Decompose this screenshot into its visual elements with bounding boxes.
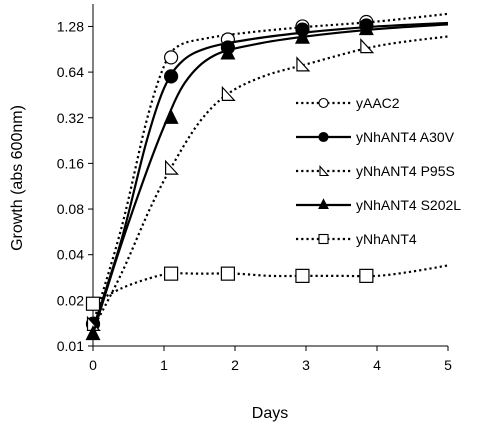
legend-item: yNhANT4 P95S (296, 163, 455, 179)
x-tick-label: 5 (444, 357, 452, 373)
legend-marker (318, 97, 329, 109)
series-ynhant4 (85, 264, 449, 311)
y-tick-label: 0.64 (57, 64, 84, 80)
legend-item: yAAC2 (296, 95, 400, 111)
legend-item: yNhANT4 (296, 231, 417, 247)
series-line (91, 12, 449, 325)
y-tick-label: 0.01 (57, 338, 84, 354)
legend-marker (318, 233, 329, 245)
x-tick-label: 1 (160, 357, 168, 373)
x-tick-label: 0 (89, 357, 97, 373)
y-tick-label: 1.28 (57, 18, 84, 34)
series-layer (85, 12, 449, 341)
data-point (164, 266, 179, 281)
data-point (221, 85, 236, 101)
y-axis-title: Growth (abs 600nm) (9, 105, 26, 251)
data-point (165, 159, 179, 175)
legend-label: yAAC2 (356, 95, 400, 111)
series-line (92, 35, 449, 330)
series-line (91, 21, 449, 330)
data-point (360, 38, 375, 54)
series-ynhant4-s202l (85, 20, 449, 341)
y-tick-label: 0.32 (57, 110, 84, 126)
legend-label: yNhANT4 P95S (356, 163, 455, 179)
x-tick-label: 4 (373, 357, 381, 373)
data-point (164, 69, 179, 84)
data-point (85, 296, 101, 311)
series-ynhant4-p95s (86, 35, 449, 331)
legend-label: yNhANT4 (356, 231, 417, 247)
legend-marker (318, 131, 329, 143)
y-tick-label: 0.02 (57, 292, 84, 308)
y-tick-label: 0.04 (57, 247, 84, 263)
legend-label: yNhANT4 S202L (356, 197, 461, 213)
series-line (92, 264, 449, 305)
legend-label: yNhANT4 A30V (356, 129, 455, 145)
legend-marker (319, 165, 330, 177)
data-point (296, 56, 311, 72)
series-line (91, 23, 449, 335)
data-point (163, 108, 179, 124)
legend: yAAC2 yNhANT4 A30V yNhANT4 P95S yNhANT4 S20… (296, 95, 461, 247)
y-tick-label: 0.08 (57, 201, 84, 217)
legend-marker (318, 198, 329, 210)
y-tick-label: 0.16 (57, 155, 84, 171)
data-point (294, 28, 310, 44)
x-axis-title: Days (252, 405, 288, 422)
axes: 0.01 0.02 0.04 0.08 0.16 0.32 0.64 1.28 0 1 2 3 4 5 (57, 4, 452, 373)
legend-item: yNhANT4 A30V (296, 129, 455, 145)
data-point (164, 50, 179, 65)
data-point (295, 268, 310, 283)
data-point (220, 44, 236, 60)
data-point (359, 268, 374, 283)
legend-item: yNhANT4 S202L (296, 197, 461, 213)
x-tick-label: 2 (231, 357, 239, 373)
data-point (220, 266, 235, 281)
data-point (358, 20, 374, 36)
x-tick-label: 3 (302, 357, 310, 373)
data-point (85, 325, 101, 341)
